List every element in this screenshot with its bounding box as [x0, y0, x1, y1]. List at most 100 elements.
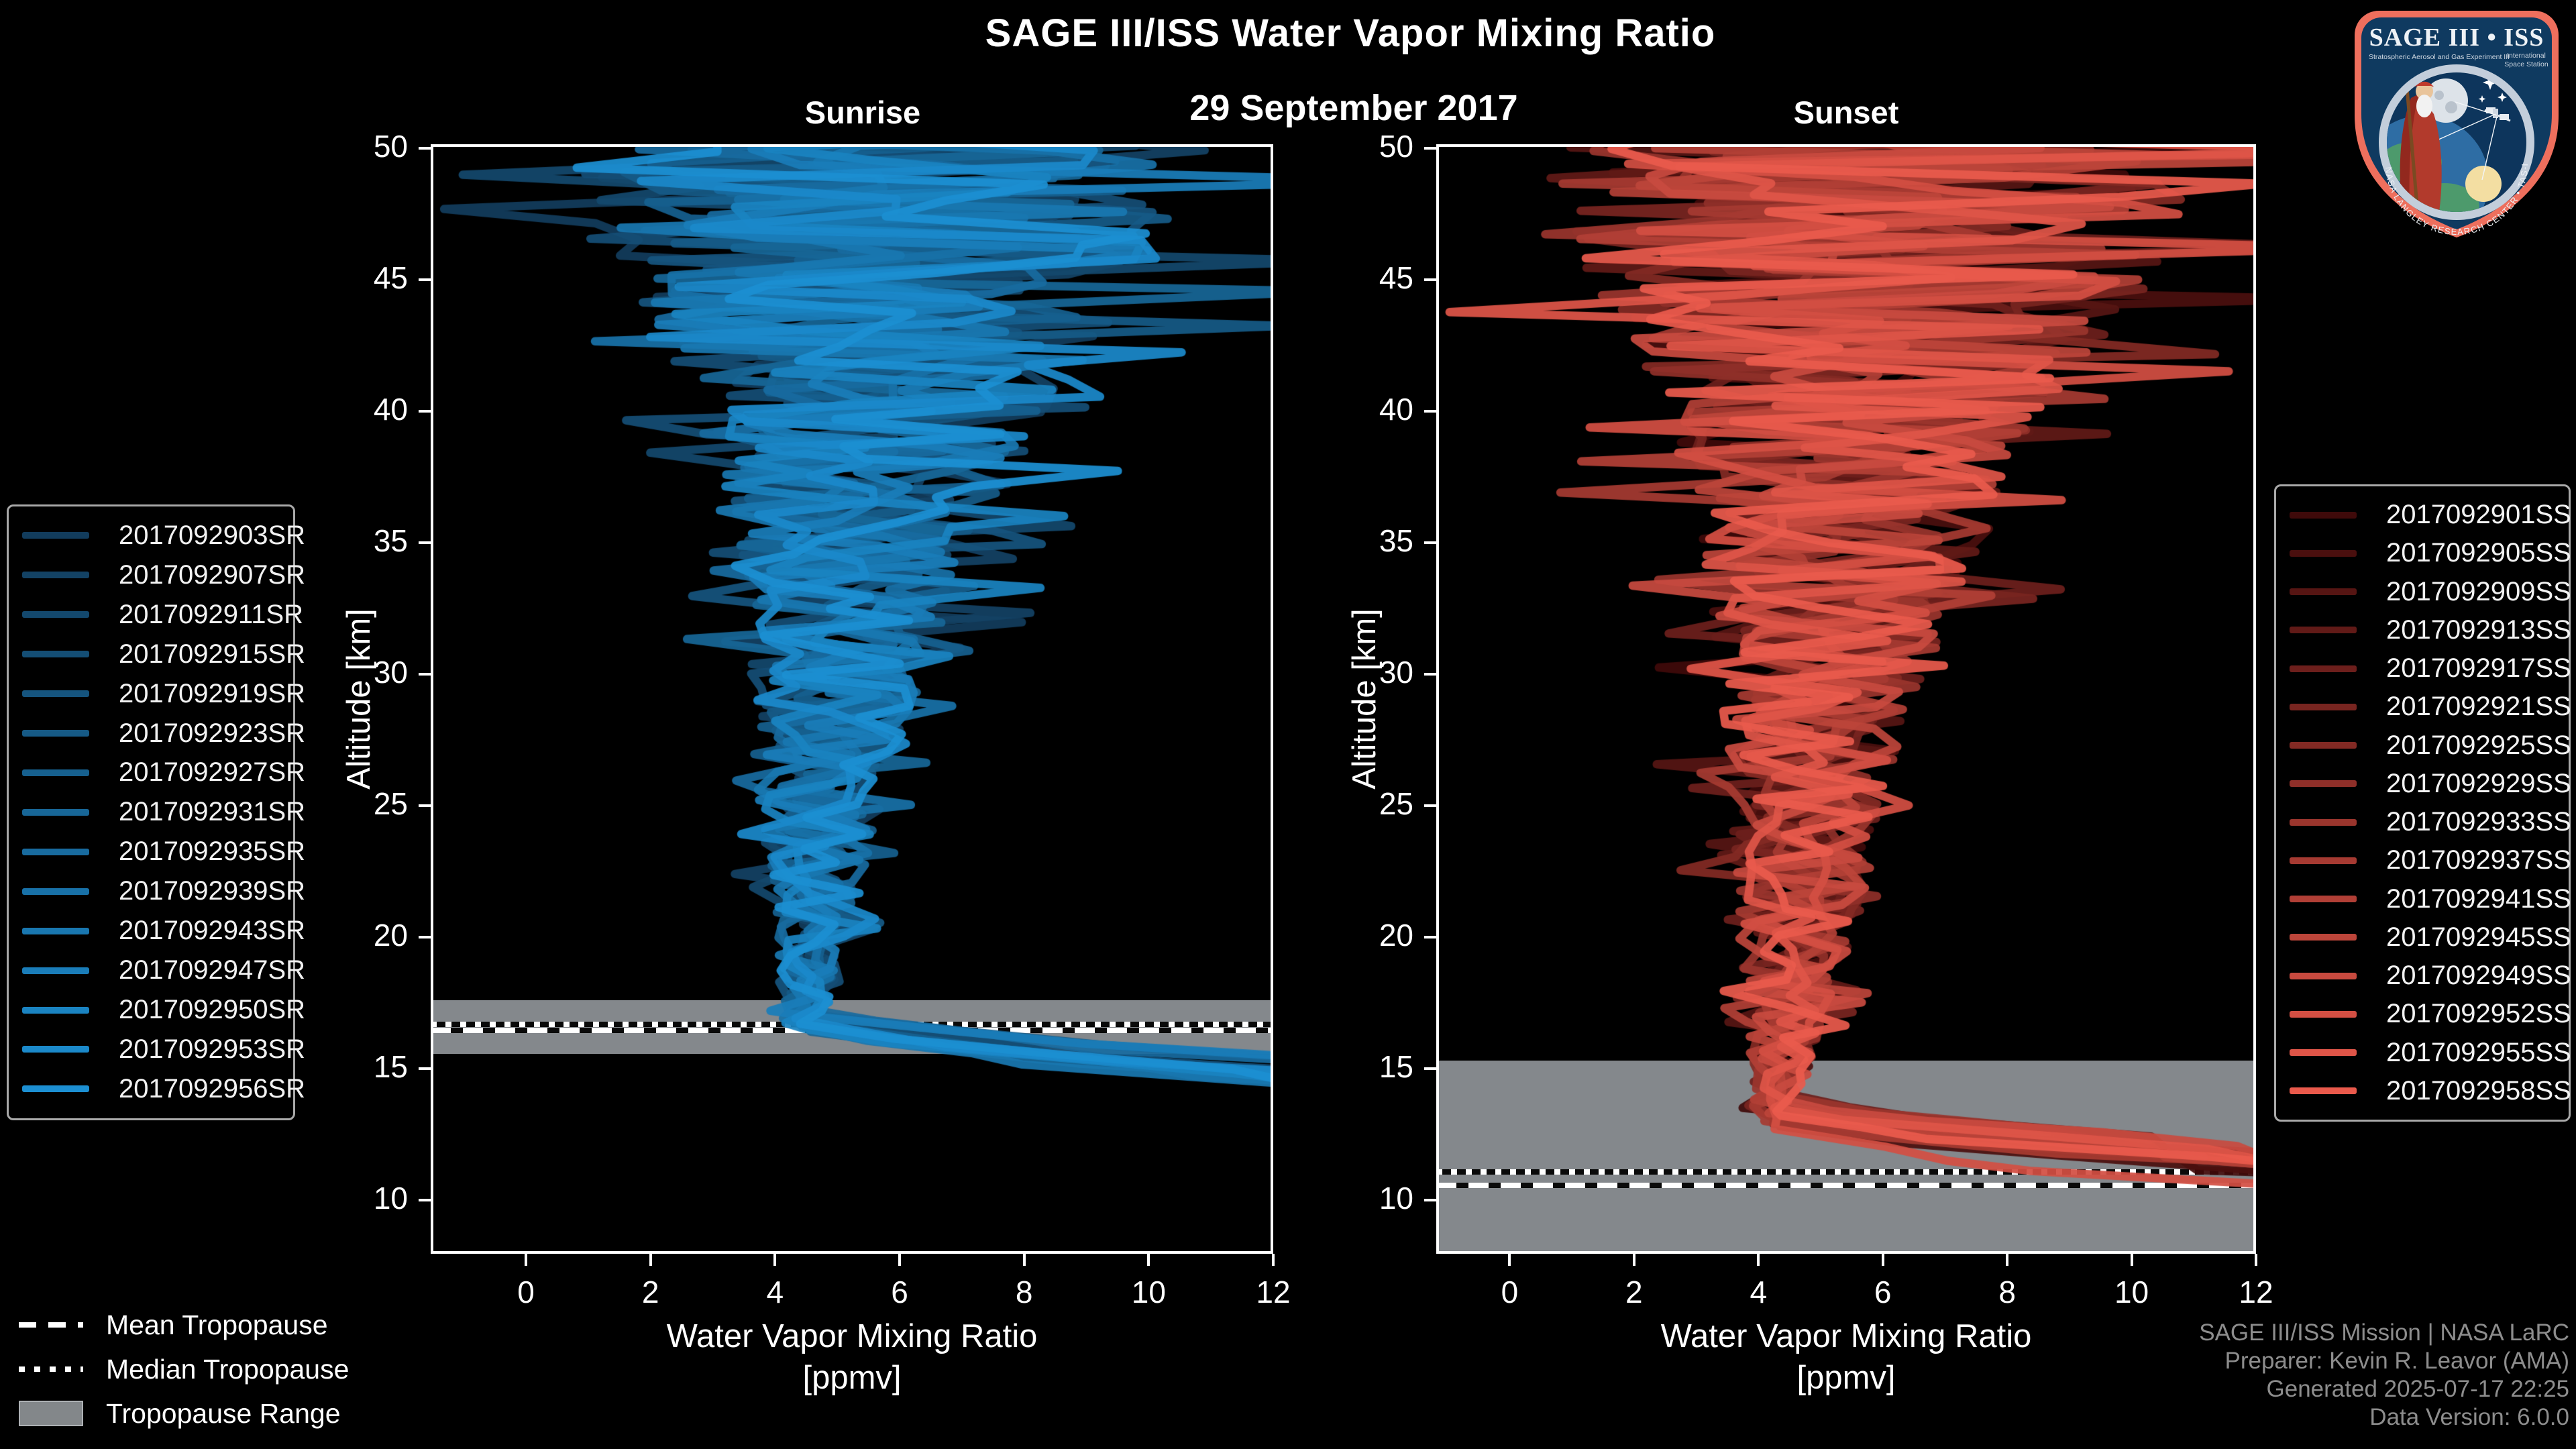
legend-item: 2017092931SR	[9, 797, 305, 827]
logo-sage-figure	[2398, 72, 2442, 212]
y-tick-mark	[1424, 146, 1436, 150]
legend-line-swatch	[22, 611, 89, 619]
legend-item: 2017092943SR	[9, 916, 305, 946]
panel-sunset: 0 2 4 6 8 10 12 10 15 20 25 30 35 40 45 50 Water Vapor M…	[1346, 129, 2273, 1396]
legend-line-swatch	[2290, 1049, 2357, 1057]
legend-item: 2017092903SR	[9, 521, 305, 551]
legend-line-swatch	[22, 730, 89, 737]
legend-item: 2017092919SR	[9, 679, 305, 709]
x-tick-mark	[1147, 1254, 1150, 1266]
legend-item-label: 2017092952SS	[2386, 999, 2571, 1029]
x-axis-label-line1: Water Vapor Mixing Ratio	[1660, 1318, 2032, 1354]
x-tick-label: 6	[891, 1275, 908, 1309]
x-tick-mark	[2006, 1254, 2009, 1266]
legend-item: 2017092921SS	[2276, 692, 2571, 722]
y-axis-label: Altitude [km]	[1346, 608, 1383, 790]
logo-title: SAGE III • ISS	[2369, 23, 2544, 52]
x-tick-mark	[2130, 1254, 2133, 1266]
x-tick-label: 0	[1501, 1275, 1519, 1309]
legend-item: 2017092952SS	[2276, 999, 2571, 1029]
legend-item-label: 2017092953SR	[119, 1034, 306, 1064]
x-tick-label: 4	[1750, 1275, 1768, 1309]
y-tick-mark	[419, 409, 431, 413]
legend-item-label: 2017092905SS	[2386, 538, 2571, 568]
legend-line-swatch	[2290, 588, 2357, 596]
legend-item-label: 2017092907SR	[119, 559, 306, 590]
legend-item-label: 2017092949SS	[2386, 961, 2571, 991]
y-tick-mark	[1424, 409, 1436, 413]
legend-line-swatch	[22, 808, 89, 816]
legend-item: 2017092907SR	[9, 560, 305, 590]
legend-line-swatch	[2290, 742, 2357, 749]
legend-item-label: 2017092925SS	[2386, 730, 2571, 760]
legend-line-swatch	[22, 532, 89, 539]
y-tick-mark	[1424, 1198, 1436, 1201]
legend-item: 2017092925SS	[2276, 730, 2571, 761]
legend-line-swatch	[22, 1046, 89, 1053]
legend-line-swatch	[22, 967, 89, 974]
x-tick-mark	[1881, 1254, 1884, 1266]
tropo-legend-label: Mean Tropopause	[106, 1309, 328, 1340]
x-tick-label: 12	[1256, 1275, 1291, 1309]
x-tick-mark	[1022, 1254, 1026, 1266]
x-tick-label: 10	[1131, 1275, 1166, 1309]
legend-item: 2017092949SS	[2276, 961, 2571, 991]
legend-line-swatch	[2290, 1010, 2357, 1018]
y-tick-mark	[419, 146, 431, 150]
y-tick-label: 50	[1379, 128, 1413, 164]
y-tick-label: 40	[1379, 391, 1413, 427]
legend-line-swatch	[22, 927, 89, 934]
y-tick-label: 30	[1379, 654, 1413, 690]
dashed-line-swatch	[19, 1322, 83, 1328]
legend-line-swatch	[22, 690, 89, 698]
legend-item-label: 2017092941SS	[2386, 883, 2571, 914]
legend-item-label: 2017092937SS	[2386, 845, 2571, 875]
sunrise-legend: 2017092903SR 2017092907SR 2017092911SR 2017…	[7, 504, 305, 1120]
legend-item: 2017092923SR	[9, 718, 305, 749]
legend-item-label: 2017092903SR	[119, 520, 306, 550]
legend-line-swatch	[22, 572, 89, 579]
y-tick-mark	[1424, 935, 1436, 938]
attribution-line: SAGE III/ISS Mission | NASA LaRC	[2199, 1320, 2569, 1346]
y-tick-mark	[419, 278, 431, 281]
legend-line-swatch	[2290, 1087, 2357, 1095]
x-tick-label: 4	[766, 1275, 784, 1309]
legend-line-swatch	[22, 651, 89, 658]
legend-item: 2017092909SS	[2276, 577, 2571, 607]
x-axis-label: Water Vapor Mixing Ratio [ppmv]	[1477, 1316, 2215, 1399]
legend-item-label: 2017092911SR	[119, 599, 304, 629]
date-label: 29 September 2017	[1189, 88, 1518, 128]
tropo-legend-label: Tropopause Range	[106, 1397, 341, 1429]
legend-item: 2017092947SR	[9, 955, 305, 985]
figure-title: SAGE III/ISS Water Vapor Mixing Ratio	[985, 11, 1716, 55]
tropo-legend-item: Median Tropopause	[19, 1347, 349, 1391]
x-axis-label-line2: [ppmv]	[1796, 1360, 1896, 1396]
x-tick-mark	[649, 1254, 652, 1266]
legend-line-swatch	[2290, 665, 2357, 672]
attribution-block: SAGE III/ISS Mission | NASA LaRC Preparer…	[2199, 1319, 2569, 1432]
legend-line-swatch	[22, 1006, 89, 1014]
panel-sunrise: 0 2 4 6 8 10 12 10 15 20 25 30 35 40 45 50 Water Vapor M…	[341, 129, 1291, 1396]
y-tick-label: 40	[373, 391, 408, 427]
y-tick-label: 20	[373, 917, 408, 953]
sunset-legend: 2017092901SS 2017092905SS 2017092909SS 2017…	[2274, 484, 2571, 1122]
legend-item-label: 2017092921SS	[2386, 692, 2571, 722]
y-tick-label: 10	[373, 1180, 408, 1216]
x-tick-mark	[1757, 1254, 1760, 1266]
legend-item: 2017092937SS	[2276, 845, 2571, 875]
tropo-legend-label: Median Tropopause	[106, 1353, 350, 1385]
y-tick-label: 45	[1379, 260, 1413, 295]
legend-line-swatch	[22, 1085, 89, 1093]
legend-item-label: 2017092901SS	[2386, 500, 2571, 530]
legend-item: 2017092933SS	[2276, 807, 2571, 837]
y-tick-mark	[419, 672, 431, 676]
y-axis-label: Altitude [km]	[341, 608, 377, 790]
tropo-legend-item: Mean Tropopause	[19, 1303, 349, 1347]
legend-item: 2017092901SS	[2276, 500, 2571, 530]
legend-item-label: 2017092931SR	[119, 797, 306, 827]
y-tick-label: 15	[1379, 1049, 1413, 1084]
legend-item: 2017092950SR	[9, 995, 305, 1025]
sunset-panel-title: Sunset	[1793, 95, 1899, 130]
attribution-line: Generated 2025-07-17 22:25	[2266, 1376, 2569, 1402]
profile-lines-canvas	[1436, 144, 2256, 1254]
